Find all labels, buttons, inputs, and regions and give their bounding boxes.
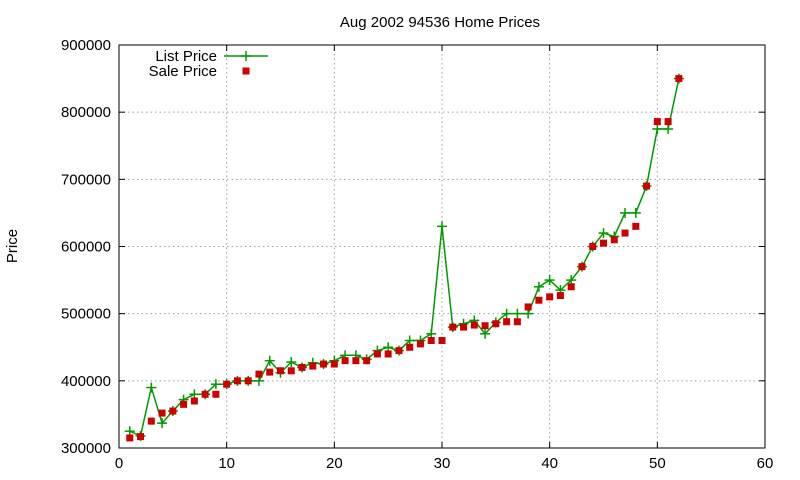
axis-ticks: 0 10 20 30 40 50 60 300000 400000 500000 600000 700… — [61, 37, 773, 472]
sale-price-point — [513, 318, 521, 326]
sale-price-point — [201, 390, 209, 398]
sale-price-point — [212, 390, 220, 398]
sale-price-point — [244, 377, 252, 385]
sale-price-point — [341, 357, 349, 365]
sale-price-point — [255, 370, 263, 378]
y-axis-label: Price — [4, 229, 21, 263]
sale-price-point — [621, 229, 629, 237]
sale-price-point — [610, 236, 618, 244]
sale-price-point — [352, 357, 360, 365]
list-price-line — [129, 78, 680, 437]
sale-price-point — [223, 380, 231, 388]
sale-price-point — [147, 417, 155, 425]
sale-price-point — [427, 337, 435, 345]
list-price-point — [157, 418, 168, 429]
x-tick-label: 0 — [115, 455, 123, 472]
x-tick-label: 10 — [218, 455, 235, 472]
sale-price-point — [503, 318, 511, 326]
list-price-point — [146, 382, 157, 393]
sale-price-point — [373, 350, 381, 358]
y-tick-label: 700000 — [61, 171, 111, 188]
sale-price-point — [470, 321, 478, 329]
sale-price-point — [126, 434, 134, 442]
sale-price-point — [180, 400, 188, 408]
x-tick-label: 50 — [649, 455, 666, 472]
sale-price-point — [406, 343, 414, 351]
sale-price-point — [664, 118, 672, 126]
sale-price-point — [524, 303, 532, 311]
sale-price-point — [632, 222, 640, 230]
legend-list-price-marker — [241, 51, 251, 61]
list-price-point — [630, 207, 641, 218]
sale-price-point — [384, 350, 392, 358]
series — [124, 73, 684, 442]
sale-price-point — [589, 243, 597, 250]
legend-list-price-label: List Price — [155, 48, 217, 65]
sale-price-point — [169, 407, 177, 415]
list-price-point — [620, 207, 631, 218]
sale-price-point — [492, 320, 500, 328]
sale-price-point — [395, 347, 403, 355]
list-price-point — [210, 379, 221, 390]
sale-price-point — [535, 296, 543, 304]
sale-price-point — [266, 368, 274, 376]
sale-price-point — [643, 182, 651, 190]
series-list-price — [124, 73, 684, 441]
list-price-point — [501, 308, 512, 319]
sale-price-point — [653, 118, 661, 126]
x-tick-label: 60 — [757, 455, 774, 472]
sale-price-point — [556, 292, 564, 300]
list-price-point — [437, 221, 447, 232]
list-price-point — [533, 281, 544, 292]
legend: List Price Sale Price — [149, 48, 268, 80]
sale-price-point — [363, 357, 371, 365]
sale-price-point — [190, 397, 198, 405]
y-tick-label: 600000 — [61, 239, 111, 256]
sale-price-point — [546, 293, 554, 301]
chart-title: Aug 2002 94536 Home Prices — [340, 14, 540, 31]
series-sale-price — [126, 75, 683, 442]
sale-price-point — [460, 323, 468, 331]
sale-price-point — [449, 323, 457, 331]
sale-price-point — [481, 322, 489, 330]
sale-price-point — [675, 75, 683, 83]
sale-price-point — [416, 340, 424, 348]
sale-price-point — [600, 239, 607, 247]
y-tick-label: 400000 — [61, 373, 111, 390]
x-tick-label: 20 — [326, 455, 343, 472]
list-price-point — [480, 328, 491, 339]
list-price-point — [663, 123, 674, 134]
legend-sale-price-marker — [242, 67, 250, 75]
sale-price-point — [287, 367, 295, 375]
list-price-point — [544, 275, 555, 286]
legend-sale-price-label: Sale Price — [149, 63, 217, 80]
y-tick-label: 800000 — [61, 104, 111, 121]
x-tick-label: 30 — [434, 455, 451, 472]
sale-price-point — [330, 360, 338, 368]
y-tick-label: 300000 — [61, 440, 111, 457]
sale-price-point — [567, 283, 575, 291]
y-tick-label: 500000 — [61, 306, 111, 323]
sale-price-point — [137, 433, 145, 441]
list-price-point — [512, 308, 523, 319]
sale-price-point — [158, 409, 166, 417]
sale-price-point — [233, 377, 241, 385]
sale-price-point — [438, 337, 446, 345]
sale-price-point — [578, 263, 586, 271]
sale-price-point — [298, 363, 306, 371]
list-price-point — [264, 355, 275, 366]
sale-price-point — [277, 367, 284, 375]
y-tick-label: 900000 — [61, 37, 111, 54]
list-price-point — [598, 228, 609, 239]
sale-price-point — [320, 360, 328, 368]
list-price-point — [286, 357, 297, 368]
x-tick-label: 40 — [541, 455, 558, 472]
list-price-point — [652, 123, 663, 134]
sale-price-point — [309, 362, 317, 370]
